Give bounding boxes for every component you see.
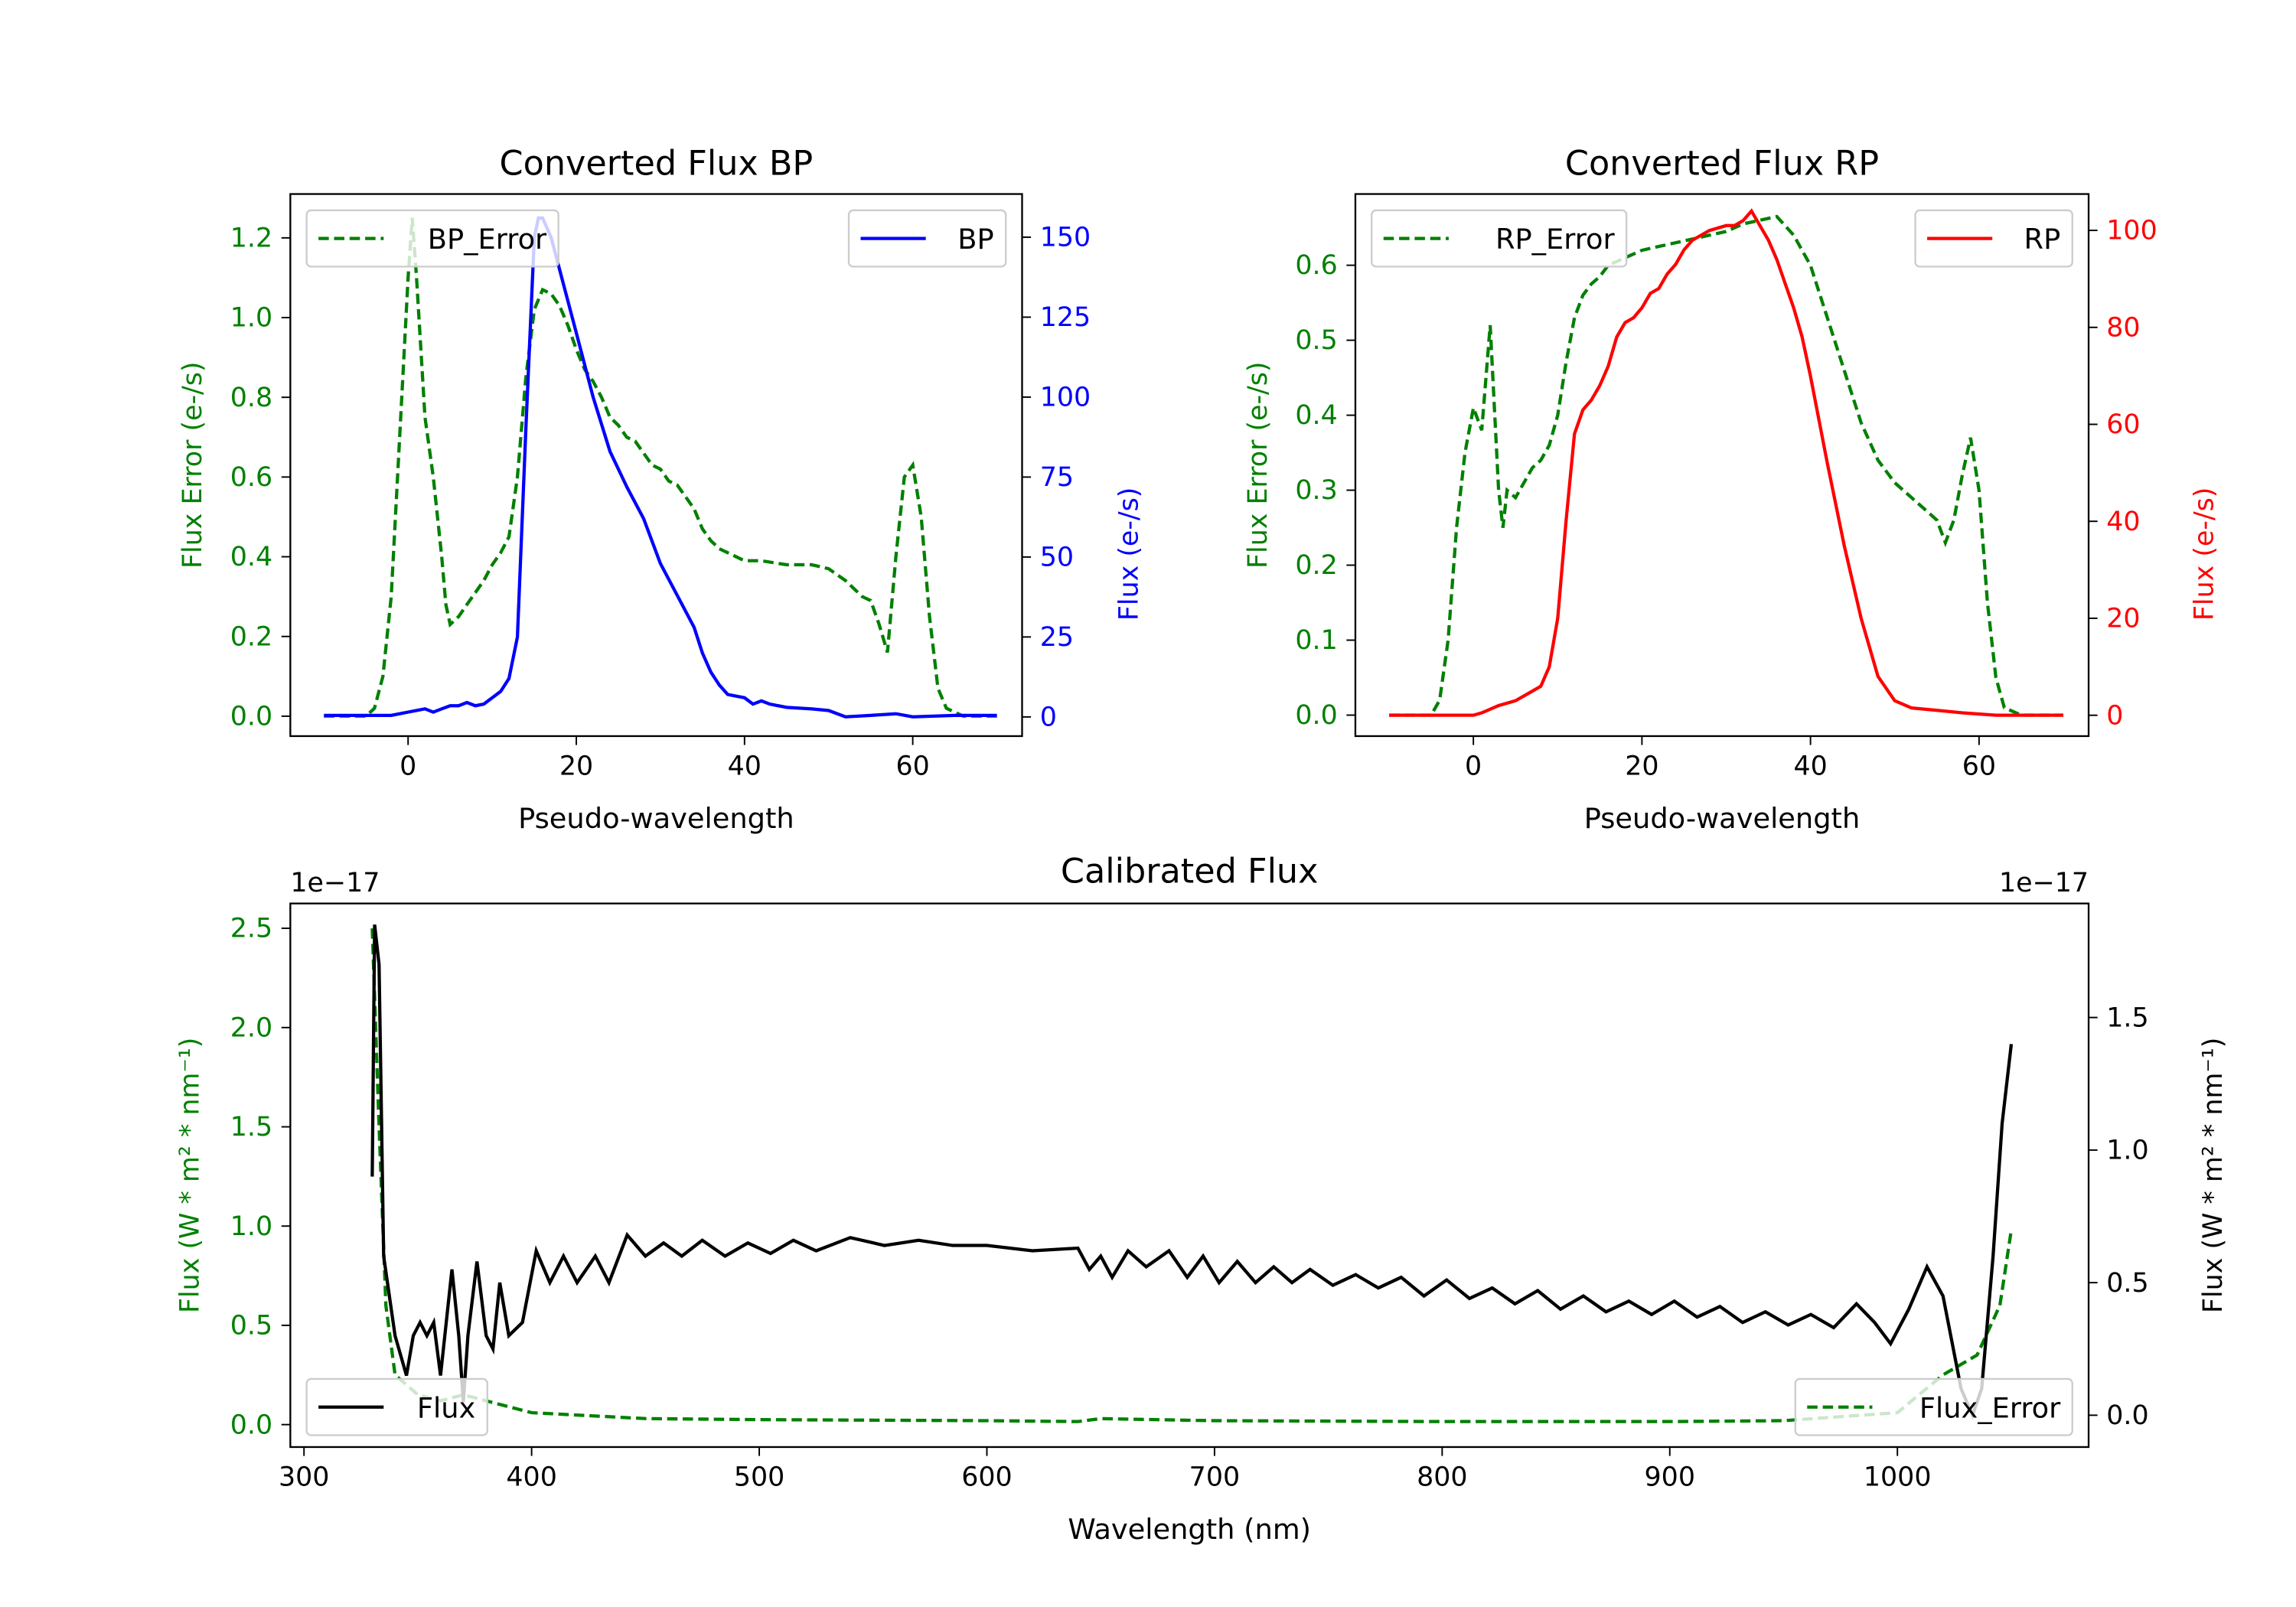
series-bp [324, 216, 997, 719]
legend-left: RP_Error [1371, 209, 1628, 268]
y-left-tick-label: 1.5 [230, 1112, 272, 1143]
legend-label: BP [957, 223, 993, 256]
y-left-tick-label: 0.5 [1295, 325, 1337, 356]
y-left-tick-label: 0.2 [230, 621, 272, 652]
y-right-tick-label: 1.5 [2106, 1002, 2148, 1033]
legend-box [305, 1377, 488, 1436]
axes-frame [289, 193, 1023, 738]
y-right-tick-label: 25 [1040, 622, 1074, 653]
legend-right: RP [1914, 209, 2073, 268]
y-left-axis-label: Flux Error (e-/s) [178, 361, 208, 568]
y-right-tick-label: 0.0 [2106, 1400, 2148, 1431]
x-tick-label: 500 [734, 1462, 784, 1492]
legend-box [1914, 209, 2073, 268]
panel-2: Calibrated Flux 300 400 500 600 700 800 900 1000… [174, 852, 2229, 1546]
y-left-tick-label: 1.2 [230, 223, 272, 253]
y-right-axis-label: Flux (e-/s) [1114, 487, 1144, 621]
y-right-tick-label: 20 [2106, 604, 2140, 634]
legend-box [847, 209, 1007, 268]
y-left-tick-label: 0.6 [1295, 250, 1337, 281]
y-left-tick-label: 0.2 [1295, 550, 1337, 581]
legend-label: RP_Error [1495, 223, 1616, 256]
x-axis-label: Pseudo-wavelength [518, 802, 794, 835]
chart-title: Converted Flux RP [1565, 144, 1879, 183]
x-tick-label: 20 [1625, 751, 1658, 781]
x-tick-label: 40 [1793, 751, 1827, 781]
y-right-axis-label: Flux (W * m² * nm⁻¹) [2198, 1038, 2229, 1313]
x-tick-label: 800 [1417, 1462, 1467, 1492]
y-right-tick-label: 40 [2106, 507, 2140, 537]
x-tick-label: 900 [1645, 1462, 1695, 1492]
x-tick-label: 700 [1189, 1462, 1240, 1492]
y-left-tick-label: 1.0 [230, 1211, 272, 1242]
panel-0: Converted Flux BP 0 20 40 60 0.0 0.2 0.4 0.6 0.8 1… [178, 144, 1144, 835]
y-left-axis-label: Flux (W * m² * nm⁻¹) [174, 1038, 205, 1313]
y-right-tick-label: 150 [1040, 223, 1091, 253]
y-left-tick-label: 0.0 [230, 702, 272, 732]
legend-right: Flux_Error [1794, 1377, 2073, 1436]
x-axis-label: Wavelength (nm) [1068, 1513, 1311, 1546]
x-tick-label: 300 [279, 1462, 329, 1492]
x-tick-label: 60 [1962, 751, 1996, 781]
y-right-tick-label: 1.0 [2106, 1136, 2148, 1166]
x-tick-label: 1000 [1864, 1462, 1932, 1492]
axes-frame [289, 902, 2090, 1449]
legend-label: Flux [417, 1391, 475, 1424]
axes-frame [1354, 193, 2090, 738]
legend-label: Flux_Error [1919, 1391, 2061, 1424]
x-tick-label: 0 [1465, 751, 1482, 781]
legend-label: BP_Error [428, 223, 547, 256]
y-right-tick-label: 125 [1040, 302, 1091, 333]
legend-right: BP [847, 209, 1007, 268]
y-right-tick-label: 0 [2106, 700, 2123, 731]
series-rp_error [1389, 214, 2063, 717]
y-right-tick-label: 0 [1040, 702, 1057, 732]
x-tick-label: 20 [559, 751, 593, 781]
legend-left: Flux [305, 1377, 488, 1436]
y-right-tick-label: 60 [2106, 409, 2140, 440]
legend-box [305, 209, 559, 268]
legend-left: BP_Error [305, 209, 559, 268]
y-left-tick-label: 0.5 [230, 1311, 272, 1341]
y-right-tick-label: 75 [1040, 462, 1074, 493]
chart-title: Calibrated Flux [1061, 852, 1319, 892]
y-left-tick-label: 0.0 [230, 1410, 272, 1440]
series-bp_error [324, 217, 997, 718]
x-tick-label: 400 [506, 1462, 556, 1492]
y-right-offset: 1e−17 [1999, 868, 2089, 898]
y-right-tick-label: 100 [2106, 216, 2157, 246]
x-tick-label: 0 [400, 751, 416, 781]
y-left-axis-label: Flux Error (e-/s) [1243, 361, 1274, 568]
series-flux_error [370, 928, 2014, 1423]
y-left-tick-label: 0.1 [1295, 625, 1337, 656]
y-right-tick-label: 80 [2106, 312, 2140, 343]
x-axis-label: Pseudo-wavelength [1584, 802, 1861, 835]
y-left-tick-label: 0.3 [1295, 475, 1337, 506]
y-left-tick-label: 0.4 [230, 542, 272, 572]
y-left-tick-label: 0.4 [1295, 400, 1337, 431]
chart-title: Converted Flux BP [500, 144, 814, 183]
y-right-axis-label: Flux (e-/s) [2190, 487, 2220, 621]
y-left-tick-label: 1.0 [230, 303, 272, 334]
legend-box [1371, 209, 1628, 268]
y-left-tick-label: 2.0 [230, 1012, 272, 1043]
y-left-offset: 1e−17 [290, 868, 380, 898]
x-tick-label: 60 [895, 751, 929, 781]
x-tick-label: 40 [728, 751, 762, 781]
series-rp [1389, 208, 2063, 717]
panel-1: Converted Flux RP 0 20 40 60 0.0 0.1 0.2 0.3 0.4 0… [1243, 144, 2220, 835]
y-left-tick-label: 2.5 [230, 914, 272, 944]
y-left-tick-label: 0.6 [230, 462, 272, 493]
y-right-tick-label: 50 [1040, 543, 1074, 573]
y-left-tick-label: 0.0 [1295, 700, 1337, 731]
y-right-tick-label: 0.5 [2106, 1268, 2148, 1299]
x-tick-label: 600 [961, 1462, 1012, 1492]
y-left-tick-label: 0.8 [230, 383, 272, 413]
series-flux [370, 924, 2014, 1420]
legend-label: RP [2024, 223, 2061, 256]
y-right-tick-label: 100 [1040, 383, 1091, 413]
legend-box [1794, 1377, 2073, 1436]
